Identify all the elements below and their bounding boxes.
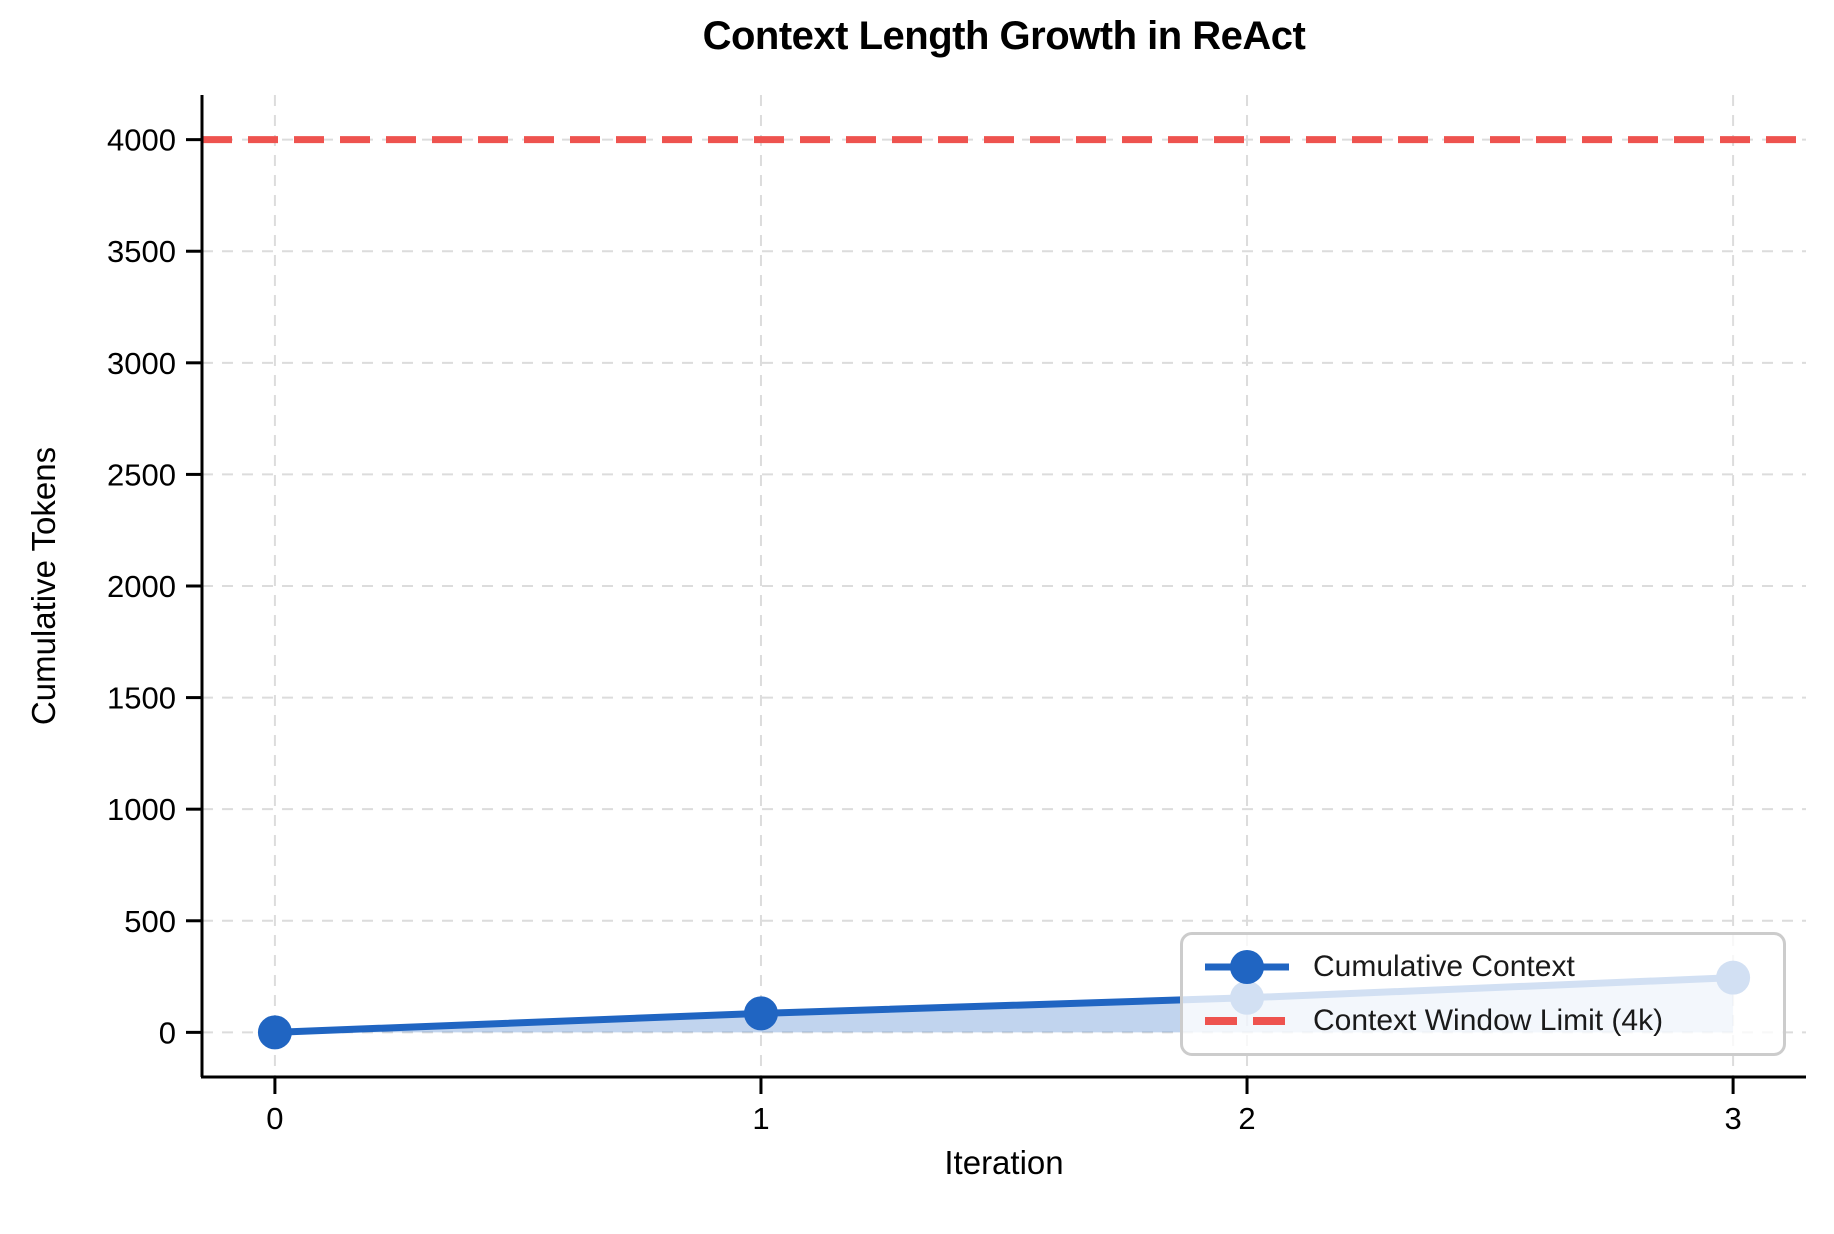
y-tick-label: 1000 bbox=[107, 792, 176, 827]
legend-label: Cumulative Context bbox=[1313, 950, 1575, 983]
y-tick-label: 3000 bbox=[107, 346, 176, 381]
data-point-marker bbox=[743, 996, 778, 1031]
y-tick-label: 500 bbox=[124, 904, 176, 939]
context-limit-dashed-line-icon bbox=[1205, 1017, 1293, 1025]
legend-label: Context Window Limit (4k) bbox=[1313, 1004, 1664, 1037]
chart-title: Context Length Growth in ReAct bbox=[702, 14, 1306, 58]
y-tick-label: 2500 bbox=[107, 457, 176, 492]
x-axis-label: Iteration bbox=[944, 1144, 1064, 1181]
y-tick-label: 2000 bbox=[107, 569, 176, 604]
cumulative-context-line-icon bbox=[1205, 950, 1289, 984]
x-tick-label: 2 bbox=[1238, 1101, 1255, 1136]
x-tick-label: 1 bbox=[752, 1101, 769, 1136]
legend-item-cumulative-context: Cumulative Context bbox=[1201, 943, 1773, 991]
legend: Cumulative Context Context Window Limit … bbox=[1180, 932, 1786, 1056]
data-point-marker bbox=[257, 1015, 292, 1050]
y-tick-label: 4000 bbox=[107, 123, 176, 158]
x-tick-label: 3 bbox=[1724, 1101, 1741, 1136]
x-tick-label: 0 bbox=[266, 1101, 283, 1136]
y-tick-label: 0 bbox=[159, 1015, 176, 1050]
legend-item-context-window-limit: Context Window Limit (4k) bbox=[1201, 997, 1773, 1045]
y-tick-label: 1500 bbox=[107, 681, 176, 716]
y-tick-label: 3500 bbox=[107, 234, 176, 269]
